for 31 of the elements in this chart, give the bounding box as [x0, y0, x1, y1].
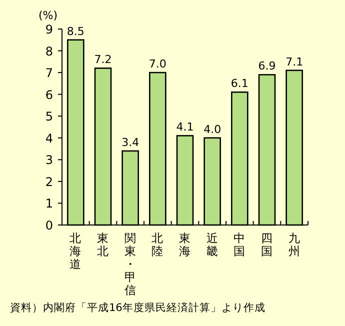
x-tick-label: 関東・甲信	[124, 231, 136, 297]
x-tick-label: 北陸	[152, 231, 164, 258]
x-tick-label: 九州	[288, 231, 300, 258]
data-label: 7.2	[94, 53, 112, 66]
y-tick-label: 8	[45, 44, 53, 58]
data-label: 6.1	[230, 77, 248, 90]
y-axis-title: (%)	[38, 9, 58, 22]
y-tick-label: 1	[45, 196, 53, 211]
plot: 8.5 7.2 3.4 7.0 4.1 4.0 6.1 6.9 7.1 0 1 2 3 4 5 6 7 8 9 北海道 東北 関東・甲信 北陸 東海 近畿 中国 四国 九州	[45, 22, 308, 297]
x-tick-label: 東海	[179, 231, 191, 258]
data-label: 3.4	[122, 136, 140, 149]
y-tick-label: 4	[45, 131, 53, 146]
y-tick-label: 0	[45, 218, 53, 232]
text: 資料）内閣府「平成16年度県民経済計算」より作成	[10, 301, 266, 314]
y-tick-label: 9	[45, 22, 53, 36]
x-tick-label: 北海道	[70, 231, 82, 271]
data-label: 7.1	[286, 55, 304, 68]
y-tick-label: 2	[45, 174, 53, 189]
y-tick-label: 3	[45, 153, 53, 168]
data-label: 4.1	[176, 120, 194, 134]
x-tick-label: 中国	[234, 231, 246, 258]
x-tick-label: 東北	[97, 231, 109, 258]
x-tick-label: 四国	[261, 231, 273, 258]
y-tick-label: 5	[45, 110, 53, 124]
data-label: 6.9	[258, 60, 276, 73]
data-label: 8.5	[66, 24, 84, 38]
data-label: 7.0	[148, 58, 166, 71]
y-tick-label: 7	[45, 66, 53, 80]
data-label: 4.0	[204, 122, 222, 136]
x-tick-label: 近畿	[206, 231, 218, 258]
y-tick-label: 6	[45, 88, 53, 102]
